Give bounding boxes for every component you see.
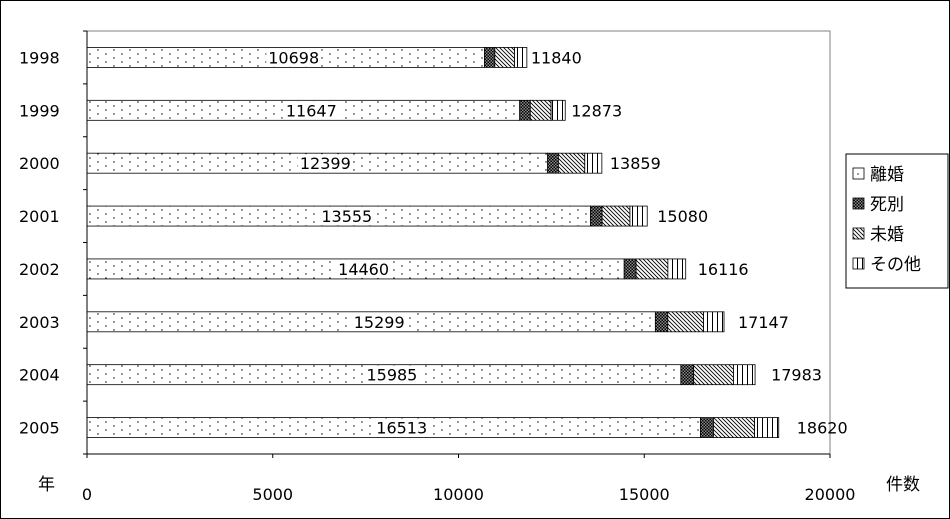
data-label-background bbox=[374, 418, 430, 437]
data-label-background bbox=[351, 312, 407, 331]
bar-segment bbox=[654, 311, 669, 333]
data-label-background bbox=[297, 154, 353, 173]
data-label: 10698 bbox=[268, 48, 319, 67]
legend-swatch bbox=[852, 197, 865, 210]
data-label: 11647 bbox=[286, 101, 337, 120]
bar-segment bbox=[713, 417, 755, 438]
x-tick-label: 15000 bbox=[619, 485, 670, 504]
category-label: 2001 bbox=[19, 207, 60, 226]
data-label-background bbox=[266, 48, 322, 67]
data-label: 14460 bbox=[338, 260, 389, 279]
category-label: 1998 bbox=[19, 48, 60, 67]
bar-segment bbox=[629, 205, 648, 227]
bar-segment bbox=[519, 99, 531, 121]
bar-segment bbox=[623, 258, 637, 280]
x-tick-label: 5000 bbox=[252, 485, 293, 504]
bar-segment bbox=[601, 205, 631, 227]
total-label: 13859 bbox=[610, 154, 661, 173]
bar-segment bbox=[550, 99, 566, 121]
data-label: 15299 bbox=[354, 313, 405, 332]
data-label-background bbox=[336, 259, 392, 278]
data-label: 13555 bbox=[321, 207, 372, 226]
x-axis-label: 件数 bbox=[886, 475, 920, 495]
legend-swatch bbox=[852, 167, 865, 180]
bar-segment bbox=[635, 258, 669, 280]
bar-segment bbox=[547, 152, 559, 174]
bar-segment bbox=[494, 47, 515, 68]
total-label: 16116 bbox=[698, 260, 749, 279]
y-axis-label: 年 bbox=[38, 475, 55, 495]
bar-segment bbox=[693, 364, 734, 386]
bar-segment bbox=[700, 417, 714, 438]
legend-label: 未婚 bbox=[870, 225, 904, 245]
total-label: 11840 bbox=[531, 48, 582, 67]
legend-label: その他 bbox=[870, 255, 921, 275]
data-label-background bbox=[364, 365, 420, 384]
bar-segment bbox=[514, 47, 528, 68]
x-tick-label: 0 bbox=[82, 485, 92, 504]
category-label: 2005 bbox=[19, 419, 60, 438]
data-label: 16513 bbox=[376, 419, 427, 438]
bar-segment bbox=[590, 205, 603, 227]
x-tick-label: 10000 bbox=[433, 485, 484, 504]
bar-segment bbox=[703, 311, 725, 333]
data-label-background bbox=[319, 207, 375, 226]
total-label: 17147 bbox=[738, 313, 789, 332]
bar-segment bbox=[733, 364, 756, 386]
data-label: 15985 bbox=[366, 366, 417, 385]
bar-segment bbox=[680, 364, 695, 386]
data-label: 12399 bbox=[300, 154, 351, 173]
bar-segment bbox=[667, 258, 687, 280]
bar-segment bbox=[754, 417, 780, 438]
bar-segment bbox=[557, 152, 586, 174]
category-label: 2000 bbox=[19, 154, 60, 173]
category-label: 2004 bbox=[19, 366, 60, 385]
total-label: 18620 bbox=[797, 419, 848, 438]
legend-swatch bbox=[852, 227, 865, 240]
category-label: 1999 bbox=[19, 101, 60, 120]
bar-segment bbox=[584, 152, 603, 174]
bar-segment bbox=[484, 47, 496, 68]
category-label: 2003 bbox=[19, 313, 60, 332]
bar-segment bbox=[529, 99, 552, 121]
category-label: 2002 bbox=[19, 260, 60, 279]
legend-label: 死別 bbox=[870, 195, 904, 215]
plot-area bbox=[86, 30, 831, 455]
legend-label: 離婚 bbox=[870, 165, 904, 185]
total-label: 12873 bbox=[571, 101, 622, 120]
bar-segment bbox=[667, 311, 704, 333]
x-tick-label: 20000 bbox=[805, 485, 856, 504]
total-label: 17983 bbox=[771, 366, 822, 385]
legend-swatch bbox=[852, 257, 865, 270]
data-label-background bbox=[283, 101, 339, 120]
total-label: 15080 bbox=[657, 207, 708, 226]
